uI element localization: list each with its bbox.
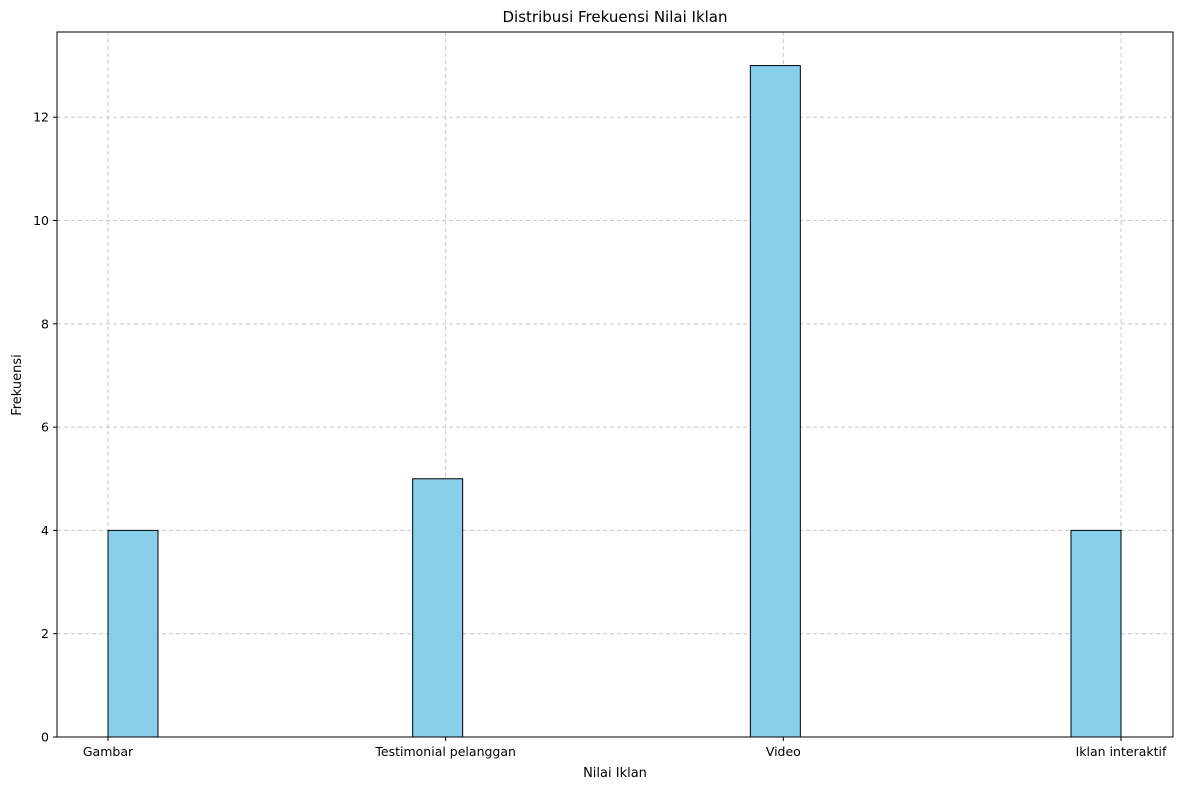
y-axis-label: Frekuensi: [10, 354, 25, 416]
x-tick-label: Iklan interaktif: [1076, 744, 1167, 759]
y-tick-label: 0: [41, 730, 49, 745]
bar-video: [749, 65, 801, 738]
y-tick-label: 6: [41, 420, 49, 435]
x-axis-label: Nilai Iklan: [583, 766, 647, 781]
y-tick-label: 8: [41, 316, 49, 331]
bar-testimonial-pelanggan: [412, 478, 464, 738]
x-tick-label: Gambar: [83, 744, 134, 759]
x-tick-label: Testimonial pelanggan: [374, 744, 516, 759]
x-ticks: Gambar Testimonial pelanggan Video Iklan in…: [83, 737, 1167, 759]
bar-iklan-interaktif: [1070, 529, 1122, 738]
y-tick-label: 10: [33, 213, 49, 228]
chart-title: Distribusi Frekuensi Nilai Iklan: [502, 8, 727, 26]
y-tick-label: 4: [41, 523, 49, 538]
bar-gambar: [107, 529, 159, 738]
y-ticks: 0 2 4 6 8 10 12: [33, 110, 57, 745]
y-tick-label: 2: [41, 626, 49, 641]
y-tick-label: 12: [33, 110, 49, 125]
bars: [107, 65, 1122, 738]
plot-frame: [56, 31, 1174, 738]
x-tick-label: Video: [766, 744, 801, 759]
